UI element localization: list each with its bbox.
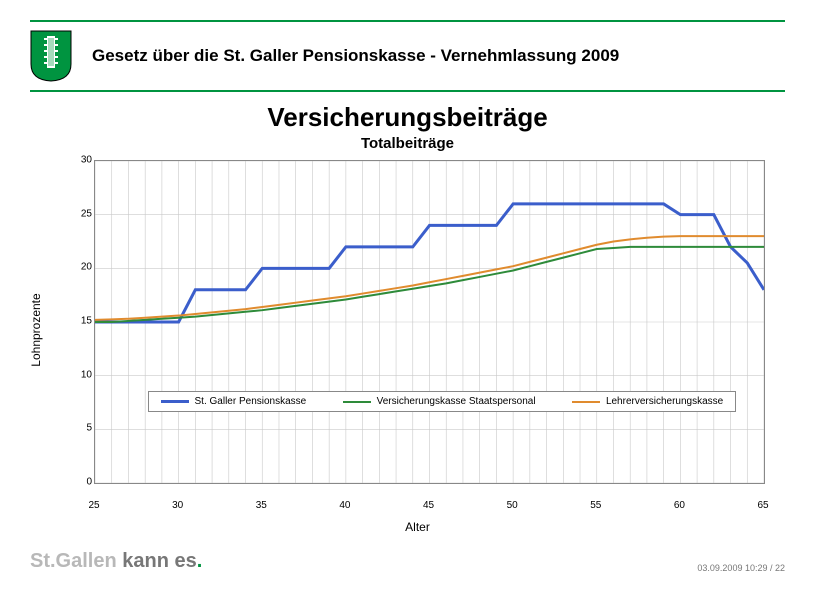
legend-line-icon xyxy=(161,400,189,403)
x-tick: 60 xyxy=(674,500,685,511)
legend-item: St. Galler Pensionskasse xyxy=(161,396,307,407)
x-tick: 55 xyxy=(590,500,601,511)
footer-brand: St.Gallen kann es. xyxy=(30,550,202,573)
footer-meta: 03.09.2009 10:29 / 22 xyxy=(697,563,785,573)
canton-crest-icon xyxy=(30,30,72,82)
x-tick: 50 xyxy=(507,500,518,511)
x-tick: 45 xyxy=(423,500,434,511)
y-axis-label: Lohnprozente xyxy=(29,293,43,366)
legend-item: Versicherungskasse Staatspersonal xyxy=(343,396,536,407)
y-tick: 25 xyxy=(70,208,92,219)
legend-line-icon xyxy=(572,401,600,403)
x-tick: 30 xyxy=(172,500,183,511)
legend: St. Galler Pensionskasse Versicherungskas… xyxy=(148,391,737,412)
x-tick: 65 xyxy=(757,500,768,511)
x-tick: 35 xyxy=(256,500,267,511)
x-tick: 25 xyxy=(88,500,99,511)
brand-part1: St.Gallen xyxy=(30,550,122,572)
legend-label: Lehrerversicherungskasse xyxy=(606,396,723,407)
plot-area xyxy=(94,160,765,484)
x-tick: 40 xyxy=(339,500,350,511)
brand-part2: kann es xyxy=(122,550,196,572)
y-tick: 0 xyxy=(70,477,92,488)
y-tick: 10 xyxy=(70,369,92,380)
x-axis-label: Alter xyxy=(405,520,430,534)
chart: Lohnprozente Alter 051015202530253035404… xyxy=(70,160,765,500)
header-title: Gesetz über die St. Galler Pensionskasse… xyxy=(92,46,619,66)
brand-dot-icon: . xyxy=(197,550,203,572)
legend-line-icon xyxy=(343,401,371,403)
legend-label: Versicherungskasse Staatspersonal xyxy=(377,396,536,407)
legend-item: Lehrerversicherungskasse xyxy=(572,396,723,407)
y-tick: 15 xyxy=(70,316,92,327)
header: Gesetz über die St. Galler Pensionskasse… xyxy=(30,20,785,92)
y-tick: 20 xyxy=(70,262,92,273)
page-title: Versicherungsbeiträge xyxy=(30,102,785,133)
chart-title: Totalbeiträge xyxy=(30,135,785,152)
legend-label: St. Galler Pensionskasse xyxy=(195,396,307,407)
y-tick: 5 xyxy=(70,423,92,434)
y-tick: 30 xyxy=(70,155,92,166)
